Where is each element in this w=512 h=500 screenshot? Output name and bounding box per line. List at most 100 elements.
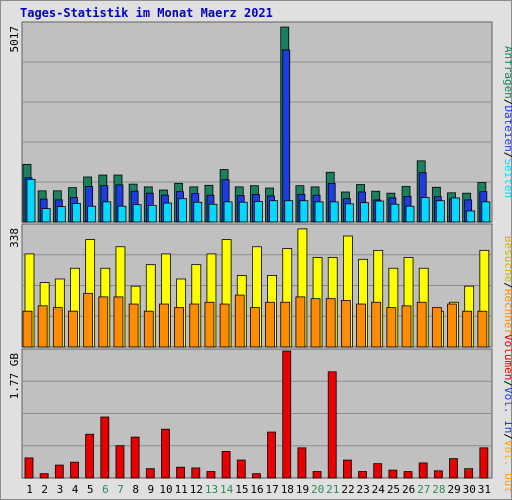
x-tick-label-day-13: 13 — [205, 483, 218, 496]
legend-entry: / — [502, 433, 512, 440]
bar-rechner-day-22 — [340, 300, 351, 348]
bar-volumen-day-7 — [115, 445, 125, 479]
bar-volumen-day-30 — [464, 468, 474, 479]
bar-seiten-day-13 — [208, 203, 218, 223]
bar-volumen-day-28 — [433, 470, 443, 479]
bar-volumen-day-27 — [418, 462, 428, 479]
x-tick-label-day-17: 17 — [266, 483, 279, 496]
bar-rechner-day-29 — [447, 303, 457, 348]
bar-volumen-day-26 — [403, 471, 413, 479]
x-tick-label-day-23: 23 — [357, 483, 370, 496]
bar-rechner-day-14 — [219, 303, 230, 348]
legend-entry: Rechner — [502, 289, 512, 336]
x-tick-label-day-11: 11 — [175, 483, 188, 496]
bar-volumen-day-6 — [100, 416, 110, 479]
bar-volumen-day-19 — [297, 447, 307, 479]
bar-seiten-day-16 — [254, 201, 263, 223]
bar-seiten-day-31 — [481, 201, 491, 223]
x-tick-label-day-1: 1 — [26, 483, 33, 496]
bar-seiten-day-9 — [147, 205, 157, 223]
x-tick-label-day-8: 8 — [132, 483, 139, 496]
panel-visits_hosts: 338 Besuche/Rechner — [8, 223, 512, 348]
bar-volumen-day-10 — [161, 428, 170, 479]
bar-rechner-day-16 — [250, 307, 260, 348]
bar-seiten-day-5 — [87, 205, 97, 223]
bar-rechner-day-18 — [280, 301, 291, 348]
x-tick-label-day-31: 31 — [478, 483, 491, 496]
bar-rechner-day-27 — [416, 301, 427, 348]
bar-rechner-day-21 — [325, 298, 336, 348]
bar-rechner-day-1 — [22, 310, 33, 348]
bar-rechner-day-25 — [386, 307, 397, 348]
bar-volumen-day-12 — [191, 467, 201, 479]
bar-volumen-day-13 — [206, 471, 216, 479]
legend-entry: / — [502, 99, 512, 106]
bar-rechner-day-15 — [234, 294, 245, 348]
bar-volumen-day-25 — [388, 469, 398, 479]
bar-rechner-day-20 — [310, 298, 321, 348]
bar-rechner-day-30 — [462, 310, 473, 348]
bar-volumen-day-23 — [358, 471, 367, 479]
x-tick-label-day-18: 18 — [281, 483, 294, 496]
legend-label: Volumen/Vol. In/Vol. Out — [502, 334, 512, 493]
bar-volumen-day-20 — [312, 471, 322, 479]
bar-rechner-day-12 — [189, 303, 200, 348]
bar-rechner-day-6 — [98, 296, 109, 348]
bar-seiten-day-4 — [72, 203, 81, 223]
x-tick-label-day-6: 6 — [102, 483, 109, 496]
x-tick-label-day-25: 25 — [387, 483, 400, 496]
bar-volumen-day-4 — [70, 461, 79, 479]
bar-seiten-day-29 — [451, 197, 460, 223]
x-tick-label-day-12: 12 — [190, 483, 203, 496]
y-max-label: 1.77 GB — [8, 353, 21, 400]
bar-seiten-day-3 — [56, 206, 66, 223]
x-tick-label-day-5: 5 — [87, 483, 94, 496]
bar-rechner-day-8 — [128, 303, 139, 348]
bar-rechner-day-4 — [68, 310, 78, 348]
x-tick-label-day-9: 9 — [148, 483, 155, 496]
bar-rechner-day-11 — [174, 307, 185, 348]
bar-seiten-day-24 — [375, 200, 385, 223]
x-tick-label-day-7: 7 — [117, 483, 124, 496]
bar-volumen-day-22 — [342, 459, 352, 479]
x-tick-label-day-14: 14 — [220, 483, 234, 496]
bar-rechner-day-26 — [401, 305, 412, 348]
x-tick-label-day-29: 29 — [447, 483, 460, 496]
chart-title: Tages-Statistik im Monat Maerz 2021 — [20, 6, 273, 20]
legend-entry: / — [502, 380, 512, 387]
bar-seiten-day-14 — [223, 201, 233, 223]
x-tick-label-day-3: 3 — [57, 483, 64, 496]
bar-seiten-day-20 — [314, 201, 324, 223]
bar-seiten-day-7 — [117, 205, 127, 223]
legend-entry: Volumen — [502, 334, 512, 380]
legend-label: Besuche/Rechner — [502, 236, 512, 336]
bar-seiten-day-6 — [102, 201, 112, 223]
legend-entry: Anfragen — [502, 46, 512, 99]
x-tick-label-day-28: 28 — [432, 483, 445, 496]
x-tick-label-day-21: 21 — [326, 483, 339, 496]
y-max-label: 338 — [8, 228, 21, 248]
bar-rechner-day-19 — [295, 296, 306, 348]
y-max-label: 5017 — [8, 26, 21, 53]
bar-rechner-day-5 — [83, 292, 94, 348]
legend-label: Anfragen/Dateien/Seiten — [502, 46, 512, 198]
bar-rechner-day-13 — [204, 301, 215, 348]
bar-volumen-day-8 — [130, 436, 140, 479]
bar-rechner-day-24 — [371, 301, 382, 348]
x-tick-label-day-22: 22 — [341, 483, 354, 496]
bar-rechner-day-10 — [159, 303, 169, 348]
bar-rechner-day-17 — [265, 301, 275, 348]
bar-seiten-day-22 — [344, 203, 354, 223]
bar-volumen-day-18 — [282, 350, 292, 479]
bar-seiten-day-18 — [284, 200, 294, 223]
panel-hits_files_pages: 5017 Anfragen/Dateien/Seiten — [8, 21, 512, 223]
legend-entry: Dateien — [502, 105, 512, 151]
bar-volumen-day-16 — [252, 473, 261, 479]
bar-seiten-day-30 — [466, 210, 476, 223]
bar-seiten-day-25 — [390, 203, 400, 223]
bar-volumen-day-11 — [176, 466, 186, 479]
x-tick-label-day-30: 30 — [463, 483, 476, 496]
legend-entry: Vol. In — [502, 387, 512, 433]
x-tick-label-day-27: 27 — [417, 483, 430, 496]
bar-rechner-day-3 — [52, 307, 63, 348]
